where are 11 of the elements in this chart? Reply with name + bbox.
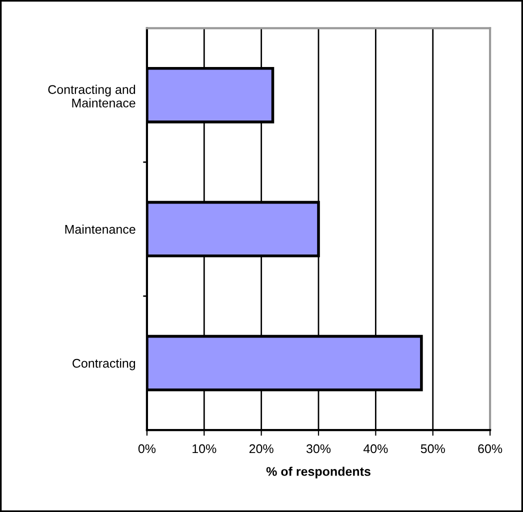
y-tick-label: Contracting and Maintenace bbox=[48, 84, 136, 108]
x-tick-label: 0% bbox=[138, 444, 156, 454]
y-tick-label: Contracting bbox=[72, 358, 136, 370]
x-tick-label: 30% bbox=[306, 444, 331, 454]
x-tick-label: 20% bbox=[249, 444, 274, 454]
y-tick-label: Maintenance bbox=[65, 224, 136, 234]
x-tick-label: 40% bbox=[363, 444, 388, 454]
x-tick-label: 50% bbox=[420, 444, 445, 454]
x-axis-title: % of respondents bbox=[266, 466, 370, 478]
x-tick-label: 10% bbox=[192, 444, 216, 454]
x-tick-label: 60% bbox=[478, 444, 502, 454]
